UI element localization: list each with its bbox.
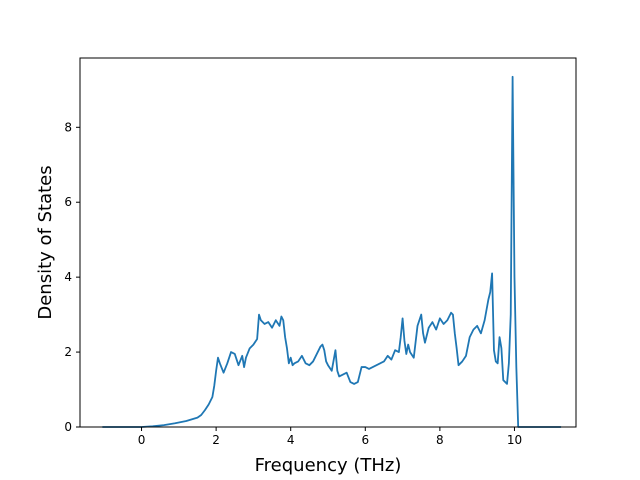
x-tick-label: 0 xyxy=(138,433,146,447)
x-tick-label: 2 xyxy=(212,433,220,447)
y-axis-ticks: 0 2 4 6 8 xyxy=(64,120,80,434)
y-tick-label: 6 xyxy=(64,195,72,209)
y-tick-label: 0 xyxy=(64,420,72,434)
plot-area xyxy=(80,58,576,427)
x-axis-label: Frequency (THz) xyxy=(255,455,402,476)
x-tick-label: 10 xyxy=(507,433,522,447)
x-axis-ticks: 0 2 4 6 8 10 xyxy=(138,427,522,447)
y-tick-label: 2 xyxy=(64,345,72,359)
x-tick-label: 4 xyxy=(287,433,295,447)
plot-frame xyxy=(79,57,577,428)
y-tick-label: 8 xyxy=(64,120,72,134)
y-tick-label: 4 xyxy=(64,270,72,284)
series-layer xyxy=(102,75,562,428)
y-axis-label: Density of States xyxy=(35,165,56,319)
x-tick-label: 8 xyxy=(436,433,444,447)
x-tick-label: 6 xyxy=(361,433,369,447)
dos-series-line xyxy=(102,75,562,428)
